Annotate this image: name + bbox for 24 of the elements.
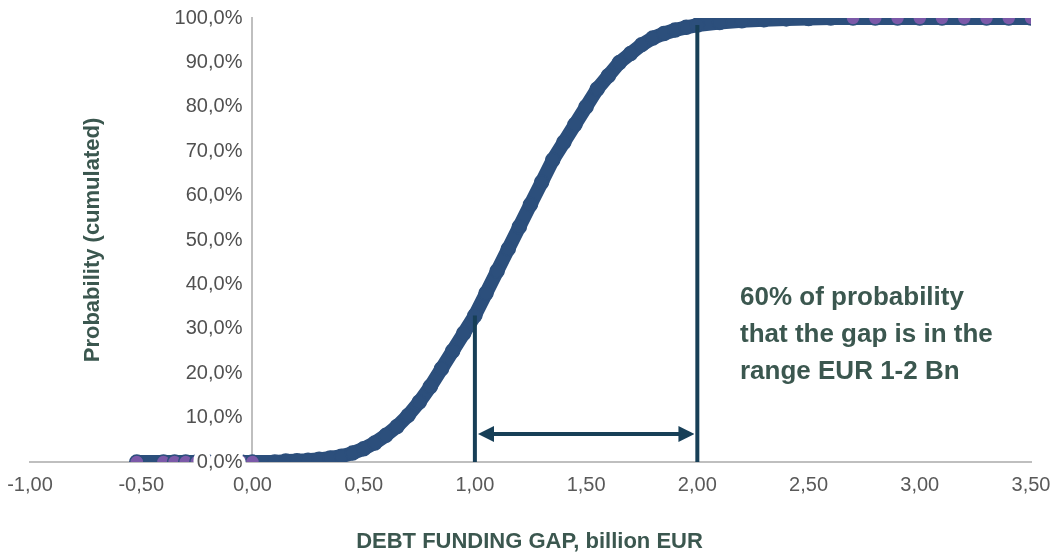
- x-tick-label: 1,50: [566, 472, 606, 495]
- y-tick-label: 20,0%: [185, 360, 243, 383]
- x-tick-label: 1,00: [455, 472, 495, 495]
- x-tick-label: -1,00: [7, 472, 53, 495]
- y-tick-label: 30,0%: [185, 316, 243, 339]
- y-tick-label: 40,0%: [185, 271, 243, 294]
- y-tick-label: 0,0%: [196, 449, 243, 472]
- y-tick-label: 10,0%: [185, 405, 243, 428]
- x-tick-label: 0,00: [232, 472, 272, 495]
- y-tick-label: 60,0%: [185, 183, 243, 206]
- y-tick-label: 100,0%: [174, 5, 243, 28]
- y-tick-label: 50,0%: [185, 227, 243, 250]
- y-tick-label: 80,0%: [185, 94, 243, 117]
- x-axis-title: DEBT FUNDING GAP, billion EUR: [355, 528, 704, 554]
- x-tick-label: 2,50: [789, 472, 829, 495]
- y-tick-label: 70,0%: [185, 138, 243, 161]
- x-tick-label: 2,00: [677, 472, 717, 495]
- y-tick-label: 90,0%: [185, 49, 243, 72]
- annotation: 60% of probability that the gap is in the range EUR 1-2 Bn: [740, 280, 994, 387]
- x-tick-label: 3,00: [900, 472, 940, 495]
- x-tick-label: 3,50: [1011, 472, 1051, 495]
- x-tick-label: 0,50: [344, 472, 384, 495]
- x-tick-label: -0,50: [118, 472, 165, 495]
- y-axis-title: Probability (cumulated): [79, 117, 105, 363]
